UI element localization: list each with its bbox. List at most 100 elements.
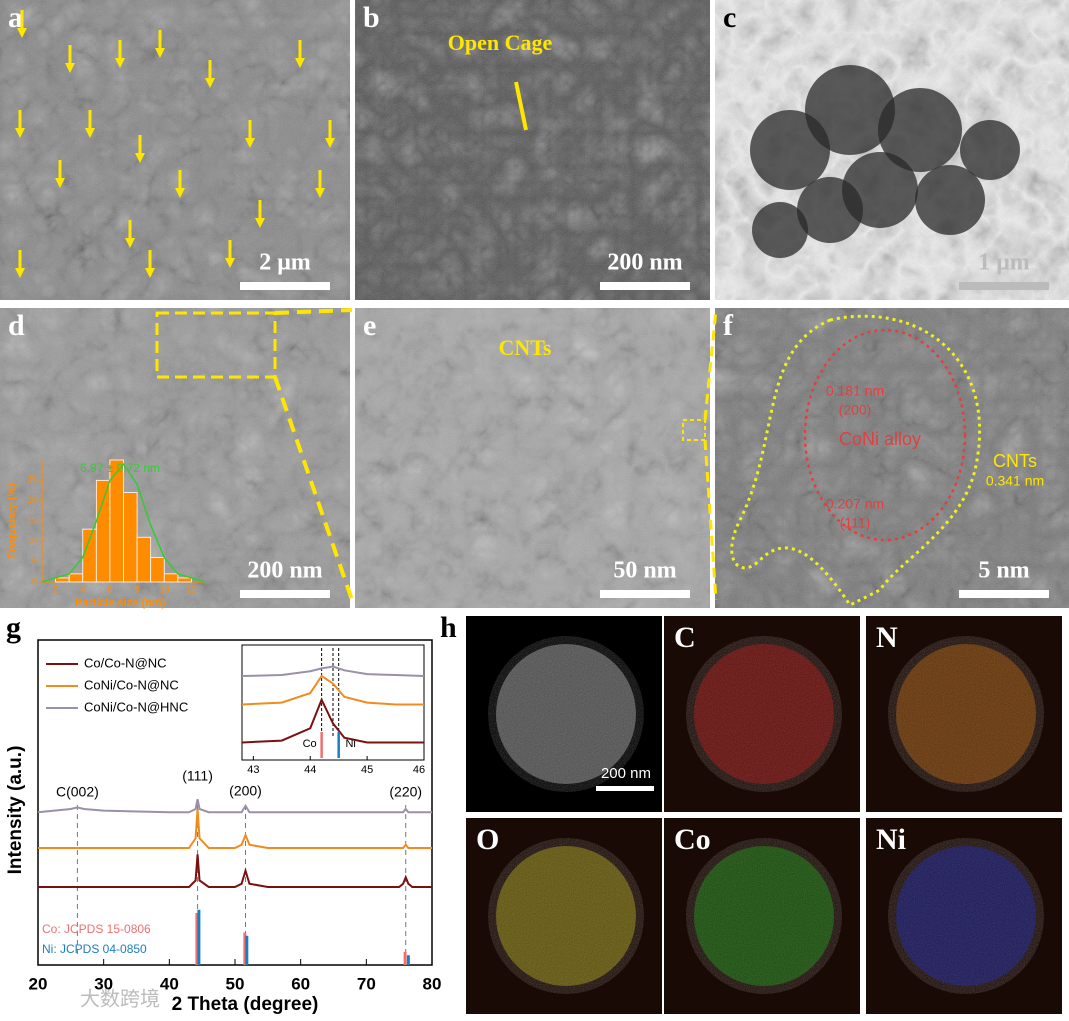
x-tick-label: 4 (80, 584, 85, 594)
y-tick-label: 10 (27, 536, 37, 546)
arrow-head (205, 78, 215, 88)
arrow-head (17, 28, 27, 38)
x-axis-label: 2 Theta (degree) (172, 994, 319, 1015)
noise (0, 0, 350, 300)
x-tick-label: 60 (291, 974, 310, 993)
arrow-head (175, 188, 185, 198)
x-tick-label: 43 (247, 764, 259, 776)
legend-label: CoNi/Co-N@HNC (84, 699, 188, 714)
arrow-head (115, 58, 125, 68)
scale-bar-label: 200 nm (247, 558, 322, 584)
inset-line (241, 697, 424, 744)
bar (123, 492, 138, 583)
element-map (488, 838, 644, 994)
bar (82, 528, 97, 583)
noise (355, 0, 710, 300)
panel-label: d (8, 309, 25, 342)
reference-label: Co: JCPDS 15-0806 (42, 922, 151, 936)
element-label: O (476, 823, 499, 856)
scale-bar-label: 200 nm (607, 250, 682, 276)
xrd-line (37, 799, 432, 814)
scale-bar (959, 282, 1049, 290)
particle (805, 65, 895, 155)
noise (715, 308, 1069, 608)
panel-label: h (440, 611, 457, 644)
arrow-head (15, 268, 25, 278)
inset-line (241, 674, 424, 706)
annotation: 0.181 nm (826, 383, 884, 399)
peak-label: (111) (182, 768, 213, 784)
element-map-core (496, 644, 636, 784)
arrow-head (65, 63, 75, 73)
x-tick-label: 50 (226, 974, 245, 993)
legend-label: Co/Co-N@NC (84, 655, 167, 670)
watermark: 大数跨境 (80, 987, 160, 1010)
scale-bar (600, 282, 690, 290)
annotation: CoNi alloy (839, 429, 921, 449)
scale-bar (600, 590, 690, 598)
y-axis-label: Frequency (%) (6, 483, 18, 559)
bar (95, 479, 111, 583)
inset-line (241, 665, 425, 677)
peak-label: (220) (389, 784, 422, 800)
alloy-outline (803, 328, 967, 542)
arrow-head (315, 188, 325, 198)
zoom-line (703, 309, 718, 601)
annotation: Open Cage (448, 30, 553, 55)
arrow-head (125, 238, 135, 248)
y-tick-label: 25 (27, 475, 37, 485)
y-tick-label: 5 (32, 556, 37, 566)
panel-label: c (723, 1, 736, 34)
panel-label: e (363, 309, 376, 342)
x-tick-label: 2 (53, 584, 58, 594)
x-tick-label: 30 (94, 974, 113, 993)
arrow-head (225, 258, 235, 268)
arrow-head (245, 138, 255, 148)
scale-bar-label: 1 μm (978, 250, 1030, 276)
element-map (488, 636, 644, 792)
arrow-head (55, 178, 65, 188)
zoom-box (155, 311, 277, 379)
x-tick-label: 6 (107, 584, 112, 594)
annotation: (111) (840, 515, 871, 531)
noise (0, 308, 350, 608)
element-map (686, 838, 842, 994)
arrow-head (295, 58, 305, 68)
scale-bar (596, 786, 654, 791)
annotation: (200) (839, 402, 872, 418)
particle (915, 165, 985, 235)
scale-bar (240, 590, 330, 598)
particle (752, 202, 808, 258)
particle (960, 120, 1020, 180)
annotation: CNTs (993, 451, 1037, 471)
panel-label: f (723, 309, 734, 342)
panel-label: g (6, 611, 21, 644)
scale-bar-label: 50 nm (613, 558, 676, 584)
x-tick-label: 10 (159, 584, 169, 594)
arrow-head (145, 268, 155, 278)
annotation: 0.207 nm (826, 496, 884, 512)
zoom-line (273, 308, 354, 601)
element-label: N (876, 621, 898, 654)
element-label: Ni (876, 823, 906, 856)
scale-bar-label: 2 μm (259, 250, 311, 276)
annotation: CNTs (499, 335, 552, 360)
particle (878, 88, 962, 172)
y-axis-label: Intensity (a.u.) (5, 746, 26, 875)
marker-label: Co (303, 738, 317, 750)
element-map-core (496, 846, 636, 986)
x-tick-label: 44 (304, 764, 316, 776)
x-tick-label: 20 (29, 974, 48, 993)
scale-bar-label: 5 nm (978, 558, 1029, 584)
noise (355, 308, 710, 608)
scale-bar (240, 282, 330, 290)
arrow (514, 81, 528, 131)
particle (797, 177, 863, 243)
peak-label: (200) (229, 783, 262, 799)
legend-label: CoNi/Co-N@NC (84, 677, 179, 692)
element-map (888, 838, 1044, 994)
arrow-head (325, 138, 335, 148)
bar (68, 573, 84, 583)
bar (163, 573, 179, 583)
